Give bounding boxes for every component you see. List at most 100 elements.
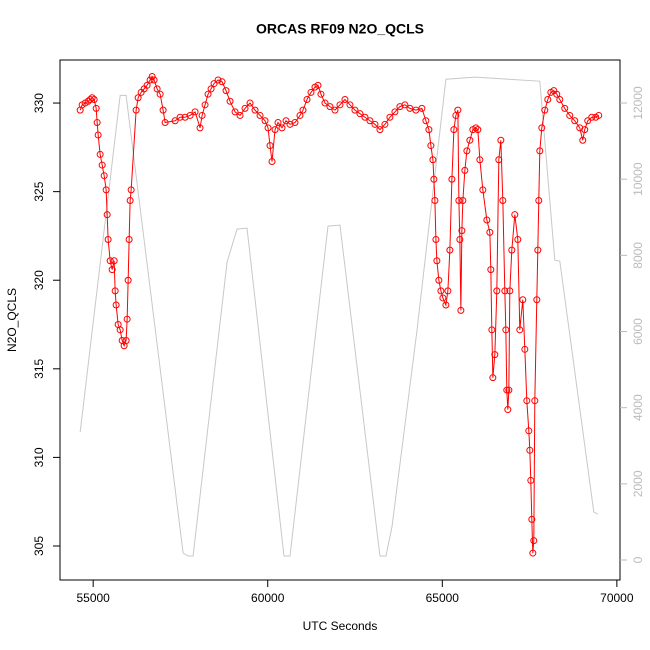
data-point xyxy=(226,97,234,105)
data-point xyxy=(386,113,394,121)
y2-tick-label: 0 xyxy=(631,556,645,563)
data-point xyxy=(103,211,111,219)
data-point xyxy=(529,549,537,557)
data-point xyxy=(430,175,438,183)
data-point xyxy=(495,156,503,164)
data-point xyxy=(176,113,184,121)
data-point xyxy=(150,76,158,84)
x-axis-label: UTC Seconds xyxy=(303,619,378,633)
data-point xyxy=(422,117,430,125)
data-point xyxy=(439,294,447,302)
plot-box xyxy=(59,59,621,581)
data-point xyxy=(418,104,426,112)
data-point xyxy=(111,287,119,295)
data-point xyxy=(134,94,142,102)
data-point xyxy=(361,113,369,121)
data-point xyxy=(371,120,379,128)
data-point xyxy=(435,276,443,284)
x-tick-label: 70000 xyxy=(600,591,634,605)
data-point xyxy=(391,108,399,116)
data-point xyxy=(124,276,132,284)
data-point xyxy=(502,326,510,334)
data-point xyxy=(171,117,179,125)
data-point xyxy=(523,397,531,405)
data-point xyxy=(491,351,499,359)
data-point xyxy=(381,120,389,128)
data-point xyxy=(432,235,440,243)
y-tick-label: 325 xyxy=(32,181,46,201)
y-tick-label: 305 xyxy=(32,536,46,556)
data-point xyxy=(511,211,519,219)
data-point xyxy=(444,287,452,295)
data-point xyxy=(474,126,482,134)
data-point xyxy=(126,196,134,204)
data-point xyxy=(427,142,435,150)
y-tick-label: 320 xyxy=(32,270,46,290)
data-point xyxy=(314,81,322,89)
data-point xyxy=(196,124,204,132)
data-point xyxy=(90,96,98,104)
data-point xyxy=(505,386,513,394)
data-point xyxy=(535,196,543,204)
data-point xyxy=(100,172,108,180)
data-point xyxy=(483,216,491,224)
data-point xyxy=(516,326,524,334)
data-point xyxy=(455,196,463,204)
data-point xyxy=(553,90,561,98)
chart-title: ORCAS RF09 N2O_QCLS xyxy=(256,21,424,37)
data-point xyxy=(271,126,279,134)
data-point xyxy=(198,111,206,119)
data-point xyxy=(450,126,458,134)
data-point xyxy=(321,99,329,107)
data-point xyxy=(479,186,487,194)
data-point xyxy=(508,246,516,254)
data-point xyxy=(222,87,230,95)
data-point xyxy=(341,96,349,104)
data-point xyxy=(506,287,514,295)
data-point xyxy=(521,345,529,353)
data-point xyxy=(488,326,496,334)
data-point xyxy=(526,446,534,454)
data-point xyxy=(579,136,587,144)
y2-tick-label: 4000 xyxy=(631,394,645,421)
data-point xyxy=(544,96,552,104)
data-point xyxy=(504,406,512,414)
data-point xyxy=(278,124,286,132)
data-point xyxy=(376,126,384,134)
data-point xyxy=(98,161,106,169)
data-point xyxy=(296,111,304,119)
data-point xyxy=(93,119,101,127)
data-point xyxy=(116,326,124,334)
y-tick-label: 330 xyxy=(32,93,46,113)
data-point xyxy=(534,246,542,254)
y-tick-label: 315 xyxy=(32,358,46,378)
data-point xyxy=(457,306,465,314)
x-tick-label: 65000 xyxy=(426,591,460,605)
data-point xyxy=(246,99,254,107)
y-tick-label: 310 xyxy=(32,447,46,467)
data-point xyxy=(525,427,533,435)
data-point xyxy=(326,103,334,111)
data-point xyxy=(94,131,102,139)
data-point xyxy=(487,266,495,274)
data-point xyxy=(146,76,154,84)
data-point xyxy=(268,158,276,166)
data-point xyxy=(588,113,596,121)
data-point xyxy=(214,76,222,84)
data-point xyxy=(446,246,454,254)
data-point xyxy=(459,196,467,204)
data-point xyxy=(108,266,116,274)
data-point xyxy=(261,117,269,125)
data-point xyxy=(530,537,538,545)
data-point xyxy=(96,150,104,158)
data-point xyxy=(132,106,140,114)
x-tick-label: 60000 xyxy=(251,591,285,605)
data-point xyxy=(476,156,484,164)
data-point xyxy=(104,235,112,243)
data-point xyxy=(201,101,209,109)
data-point xyxy=(425,126,433,134)
data-point xyxy=(282,117,290,125)
data-point xyxy=(499,196,507,204)
data-point xyxy=(299,106,307,114)
